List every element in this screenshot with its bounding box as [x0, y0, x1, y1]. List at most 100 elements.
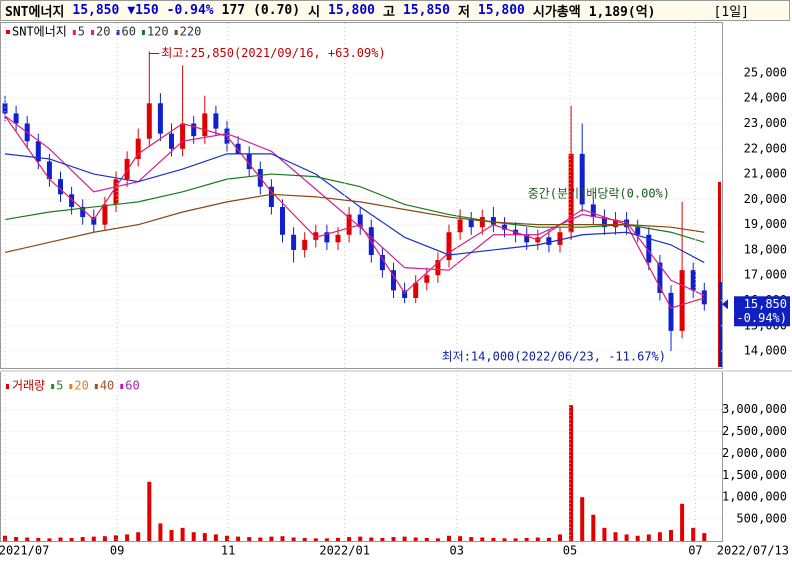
legend-label: 40 [100, 379, 114, 393]
candle-body [46, 161, 52, 180]
candle-body [479, 217, 485, 228]
volume-bar [225, 535, 229, 541]
legend-swatch [72, 30, 76, 35]
open-label: 시 [308, 5, 321, 20]
volume-bar [269, 536, 274, 541]
volume-bar [480, 537, 485, 541]
legend-title: 거래량 [12, 379, 45, 393]
moving-average [4, 153, 705, 264]
price-marker [722, 299, 728, 310]
volume-bar [136, 532, 141, 541]
current-price: 15,850 [744, 297, 787, 311]
price-box [734, 296, 790, 327]
candle-body [291, 234, 297, 250]
splitter [0, 370, 792, 372]
x-tick-label: 03 [450, 544, 464, 558]
volume-bar [3, 535, 7, 541]
y-tick-label: 22,000 [744, 141, 787, 155]
candle-body [635, 227, 641, 235]
volume-bar [80, 537, 85, 541]
candle-body [424, 275, 430, 283]
legend-title: SNT에너지 [12, 25, 67, 39]
y-tick-label: 19,000 [744, 217, 787, 231]
legend-label: 220 [180, 25, 202, 39]
volume-bar [125, 534, 130, 541]
volume-bar [680, 503, 685, 541]
rate: -0.94% [166, 3, 214, 18]
legend-swatch [120, 384, 124, 389]
volume-bar [302, 537, 307, 541]
candle-body [601, 217, 607, 228]
legend-label: 60 [121, 25, 135, 39]
candle-body [58, 179, 63, 195]
candle-body [402, 290, 408, 298]
legend-swatch [69, 384, 73, 389]
candle-body [35, 141, 41, 162]
moving-average [4, 115, 705, 309]
volume-bar [147, 481, 152, 541]
y-tick-label: 2,000,000 [722, 446, 787, 460]
candle-body [180, 123, 186, 149]
price-panel [0, 22, 723, 369]
y-tick-label: 1,500,000 [722, 468, 787, 482]
candle-body [169, 133, 174, 149]
candle-body [13, 113, 19, 124]
candle-body [357, 214, 363, 228]
candle-body [413, 282, 419, 298]
volume-bar [69, 537, 74, 541]
volume-bar [202, 533, 207, 541]
y-tick-label: 18,000 [744, 242, 787, 256]
candle-body [146, 103, 152, 139]
volume-bar [535, 537, 540, 541]
price: 15,850 [72, 3, 120, 18]
volume-bar [669, 530, 673, 541]
candle-body [490, 217, 496, 225]
indicator-bar [719, 282, 722, 367]
volume-bar [36, 537, 41, 541]
volume-bar [114, 535, 118, 541]
legend-label: 20 [74, 379, 88, 393]
candle-body [213, 113, 219, 129]
legend-swatch [174, 30, 178, 35]
volume-bar [247, 537, 252, 541]
volume-bar [469, 537, 474, 541]
candle-body [202, 113, 208, 137]
candle-body [701, 290, 707, 305]
volume-bar [502, 538, 507, 541]
candle-body [546, 237, 552, 245]
moving-average [4, 173, 705, 243]
candle-body [246, 153, 252, 170]
current-change: (-0.94%) [729, 311, 787, 325]
volume-bar [558, 534, 562, 541]
legend-swatch [91, 30, 95, 35]
candle-body [302, 239, 308, 250]
x-tick-label: 2021/07 [0, 544, 49, 558]
candle-body [379, 254, 385, 271]
y-tick-label: 1,000,000 [722, 490, 787, 504]
volume-bar [613, 532, 618, 541]
volume: 177 [221, 3, 246, 18]
candle-body [157, 103, 163, 134]
y-tick-label: 500,000 [736, 512, 787, 526]
candle-body [613, 219, 618, 228]
volume-bar [213, 534, 218, 541]
candle-body [624, 219, 630, 228]
period[interactable]: [1일] [713, 5, 749, 20]
moving-average [4, 193, 705, 254]
legend-label: 5 [56, 379, 63, 393]
candle-body [2, 103, 8, 114]
candle-body [191, 123, 197, 137]
volume-bar [691, 527, 696, 541]
legend-swatch [6, 30, 10, 34]
open: 15,800 [328, 3, 376, 18]
candle-body [568, 153, 574, 233]
volume-bar [447, 535, 451, 541]
candle-body [313, 232, 319, 240]
x-tick-label: 11 [221, 544, 235, 558]
candle-body [391, 270, 396, 291]
legend-swatch [6, 384, 9, 389]
volume-bar [524, 537, 529, 541]
low: 15,800 [477, 3, 525, 18]
candle-body [80, 206, 86, 218]
volume-bar [491, 537, 496, 541]
